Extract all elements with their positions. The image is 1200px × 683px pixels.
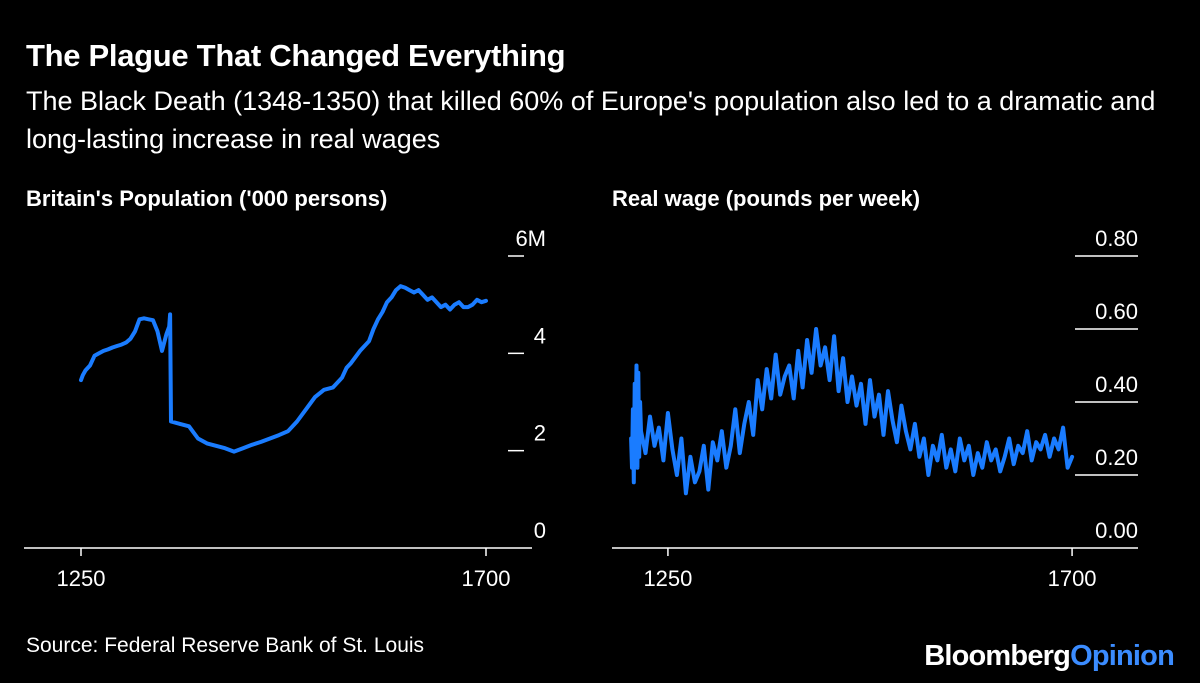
population-y-tick-label: 0 [534,518,546,543]
page-title: The Plague That Changed Everything [26,38,566,73]
wage-y-tick-label: 0.00 [1095,518,1138,543]
population-series-line [79,284,488,454]
population-chart-title: Britain's Population ('000 persons) [26,186,388,211]
population-y-tick-label: 6M [515,226,546,251]
wage-series-line [629,327,1075,496]
wage-x-tick-label: 1700 [1048,566,1097,591]
population-x-tick-label: 1250 [57,566,106,591]
population-y-tick-label: 2 [534,421,546,446]
brand-logo: BloombergOpinion [924,640,1175,673]
wage-y-tick-label: 0.80 [1095,226,1138,251]
population-x-tick-label: 1700 [462,566,511,591]
brand-accent: Opinion [1070,640,1175,672]
population-y-tick-label: 4 [534,323,546,348]
source-note: Source: Federal Reserve Bank of St. Loui… [26,634,425,657]
brand-main: Bloomberg [924,640,1071,672]
wage-y-tick-label: 0.20 [1095,445,1138,470]
wage-y-tick-label: 0.60 [1095,299,1138,324]
wage-chart-title: Real wage (pounds per week) [612,186,921,211]
wage-y-tick-label: 0.40 [1095,372,1138,397]
wage-x-tick-label: 1250 [643,566,692,591]
page-subtitle: The Black Death (1348-1350) that killed … [26,86,1156,154]
